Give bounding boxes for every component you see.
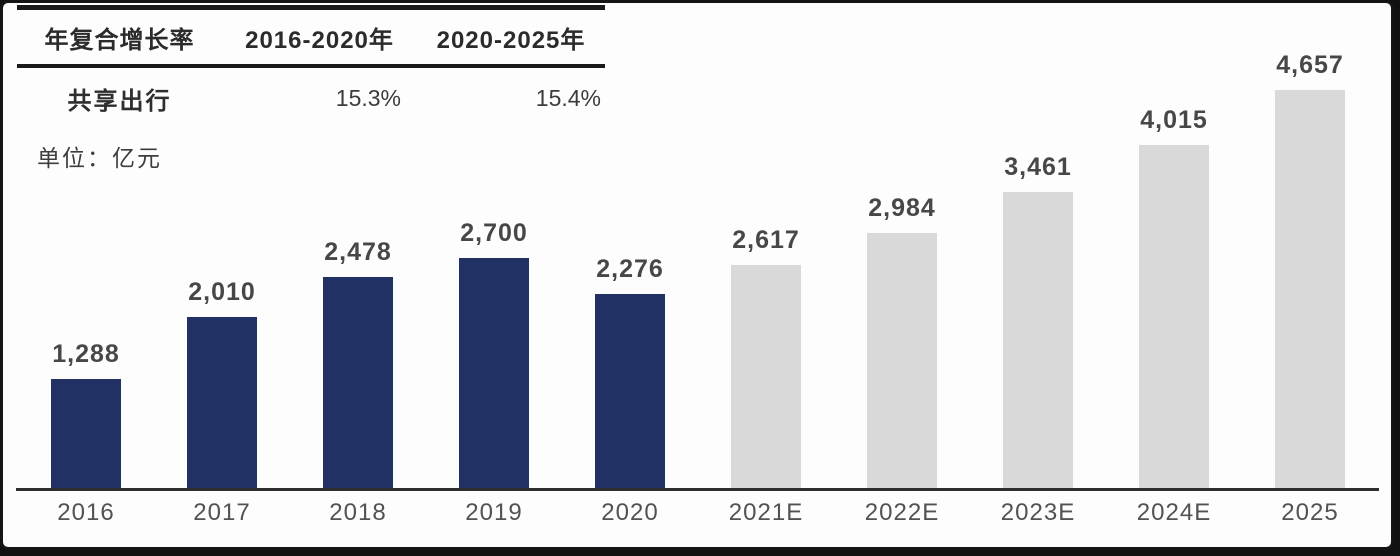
x-axis-label-2025: 2025	[1281, 499, 1339, 526]
unit-label: 单位：亿元	[37, 145, 162, 171]
bar-2020	[595, 294, 665, 489]
bar-2018	[323, 277, 393, 489]
x-axis-label-2019: 2019	[465, 499, 523, 526]
bar-column-2023E: 3,461	[970, 153, 1106, 489]
bar-2023E	[1003, 192, 1073, 489]
bar-column-2021E: 2,617	[698, 226, 834, 489]
x-axis-label-2024E: 2024E	[1136, 499, 1212, 526]
cagr-table-data-row: 共享出行 15.3% 15.4%	[17, 68, 605, 122]
bar-value-label: 4,657	[1276, 51, 1344, 79]
bar-2017	[187, 317, 257, 489]
bar-value-label: 4,015	[1140, 106, 1208, 134]
bar-value-label: 2,478	[324, 238, 392, 266]
bar-column-2025: 4,657	[1242, 51, 1378, 489]
bar-column-2020: 2,276	[562, 255, 698, 489]
plot-area: 1,288 2,010 2,478 2,700 2,276 2,617 2,984 3,461…	[18, 51, 1378, 489]
bar-2025	[1275, 90, 1345, 489]
x-axis-labels: 2016 2017 2018 2019 2020 2021E 2022E 2023E 2024E…	[18, 499, 1378, 533]
bar-value-label: 3,461	[1004, 153, 1072, 181]
x-axis-label-2017: 2017	[193, 499, 251, 526]
bar-column-2016: 1,288	[18, 340, 154, 489]
x-axis-line	[16, 488, 1379, 491]
bar-value-label: 1,288	[52, 340, 120, 368]
bar-chart: 1,288 2,010 2,478 2,700 2,276 2,617 2,984 3,461…	[16, 51, 1379, 535]
x-axis-label-2018: 2018	[329, 499, 387, 526]
x-axis-label-2016: 2016	[57, 499, 115, 526]
cagr-table-header-2016-2020: 2016-2020年	[245, 27, 394, 54]
cagr-row-label: 共享出行	[67, 88, 172, 115]
bar-2016	[51, 379, 121, 489]
bar-2021E	[731, 265, 801, 489]
bar-value-label: 2,984	[868, 194, 936, 222]
bar-2019	[459, 258, 529, 489]
bar-value-label: 2,700	[460, 219, 528, 247]
bar-value-label: 2,010	[188, 278, 256, 306]
bar-value-label: 2,276	[596, 255, 664, 283]
x-axis-label-2020: 2020	[601, 499, 659, 526]
cagr-table-header-metric: 年复合增长率	[44, 27, 195, 54]
cagr-value-2016-2020: 15.3%	[335, 85, 401, 111]
bar-2024E	[1139, 145, 1209, 489]
cagr-table-header-row: 年复合增长率 2016-2020年 2020-2025年	[17, 10, 605, 68]
cagr-table-header-2020-2025: 2020-2025年	[436, 27, 586, 54]
x-axis-label-2021E: 2021E	[728, 499, 804, 526]
bar-column-2018: 2,478	[290, 238, 426, 489]
bar-column-2024E: 4,015	[1106, 106, 1242, 489]
bar-column-2019: 2,700	[426, 219, 562, 489]
cagr-table: 年复合增长率 2016-2020年 2020-2025年 共享出行 15.3% …	[17, 5, 605, 122]
x-axis-label-2022E: 2022E	[864, 499, 940, 526]
bar-column-2022E: 2,984	[834, 194, 970, 489]
bar-column-2017: 2,010	[154, 278, 290, 489]
x-axis-label-2023E: 2023E	[1000, 499, 1076, 526]
bar-value-label: 2,617	[732, 226, 800, 254]
bar-2022E	[867, 233, 937, 489]
cagr-value-2020-2025: 15.4%	[535, 85, 601, 111]
